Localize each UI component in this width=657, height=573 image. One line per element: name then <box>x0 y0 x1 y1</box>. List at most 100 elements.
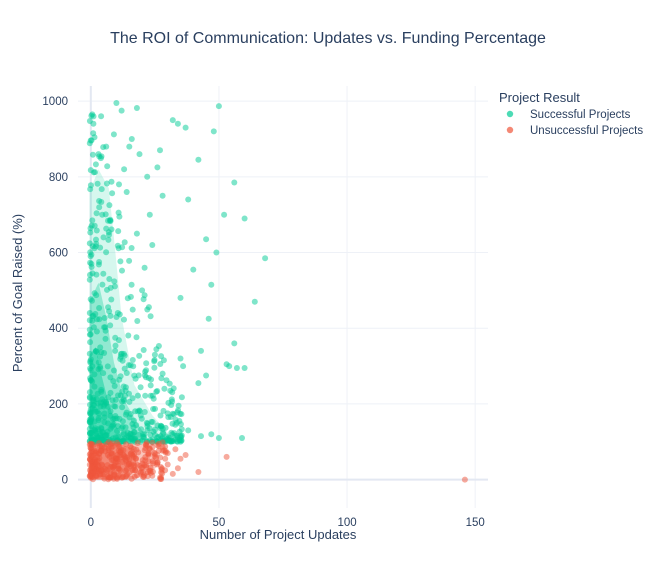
point-successful[interactable] <box>88 410 95 416</box>
point-successful[interactable] <box>104 163 111 170</box>
point-successful[interactable] <box>121 239 128 246</box>
point-successful[interactable] <box>198 433 204 440</box>
point-successful[interactable] <box>159 370 166 377</box>
point-successful[interactable] <box>151 357 158 363</box>
point-successful[interactable] <box>87 229 94 236</box>
point-unsuccessful[interactable] <box>88 453 95 460</box>
point-successful[interactable] <box>118 107 125 114</box>
point-successful[interactable] <box>164 410 171 417</box>
point-unsuccessful[interactable] <box>88 464 95 471</box>
point-successful[interactable] <box>168 437 175 444</box>
point-successful[interactable] <box>92 161 99 168</box>
point-successful[interactable] <box>138 426 145 433</box>
point-unsuccessful[interactable] <box>138 465 145 472</box>
point-successful[interactable] <box>140 296 147 303</box>
point-successful[interactable] <box>119 423 126 430</box>
point-unsuccessful[interactable] <box>93 450 100 456</box>
point-successful[interactable] <box>124 295 131 302</box>
point-unsuccessful[interactable] <box>86 472 93 479</box>
point-successful[interactable] <box>149 392 156 399</box>
point-successful[interactable] <box>87 339 94 346</box>
point-successful[interactable] <box>134 318 141 324</box>
point-successful[interactable] <box>105 217 111 224</box>
point-unsuccessful[interactable] <box>149 439 156 446</box>
point-successful[interactable] <box>93 210 100 217</box>
point-successful[interactable] <box>111 283 118 290</box>
point-successful[interactable] <box>198 347 204 354</box>
point-successful[interactable] <box>132 408 139 415</box>
point-successful[interactable] <box>89 405 96 412</box>
point-successful[interactable] <box>180 363 187 370</box>
point-unsuccessful[interactable] <box>162 467 169 474</box>
point-successful[interactable] <box>96 410 102 417</box>
point-successful[interactable] <box>210 128 217 135</box>
point-successful[interactable] <box>87 271 93 278</box>
point-successful[interactable] <box>102 335 109 342</box>
point-successful[interactable] <box>111 383 118 389</box>
point-unsuccessful[interactable] <box>141 447 148 454</box>
point-unsuccessful[interactable] <box>141 472 147 479</box>
point-successful[interactable] <box>221 211 228 218</box>
point-unsuccessful[interactable] <box>132 455 139 462</box>
point-successful[interactable] <box>177 355 184 362</box>
point-unsuccessful[interactable] <box>169 470 176 477</box>
point-unsuccessful[interactable] <box>154 459 161 466</box>
point-successful[interactable] <box>137 412 144 419</box>
point-successful[interactable] <box>160 430 167 437</box>
point-successful[interactable] <box>115 209 122 216</box>
point-successful[interactable] <box>130 363 137 370</box>
point-successful[interactable] <box>87 296 94 303</box>
point-successful[interactable] <box>175 407 182 414</box>
point-successful[interactable] <box>93 328 100 335</box>
point-successful[interactable] <box>86 331 93 338</box>
point-successful[interactable] <box>203 236 210 243</box>
point-unsuccessful[interactable] <box>157 464 164 470</box>
point-successful[interactable] <box>119 357 126 364</box>
point-successful[interactable] <box>120 431 127 438</box>
point-successful[interactable] <box>136 352 143 359</box>
point-successful[interactable] <box>98 386 105 393</box>
point-successful[interactable] <box>106 276 113 282</box>
point-unsuccessful[interactable] <box>108 444 115 451</box>
point-successful[interactable] <box>123 409 130 416</box>
point-successful[interactable] <box>86 276 93 283</box>
point-successful[interactable] <box>190 266 197 273</box>
point-successful[interactable] <box>169 410 176 417</box>
point-successful[interactable] <box>92 348 99 354</box>
point-successful[interactable] <box>86 326 93 333</box>
point-successful[interactable] <box>133 230 140 237</box>
point-successful[interactable] <box>116 311 123 318</box>
point-successful[interactable] <box>136 151 143 158</box>
point-unsuccessful[interactable] <box>119 474 125 481</box>
point-unsuccessful[interactable] <box>195 469 202 475</box>
point-successful[interactable] <box>144 173 151 180</box>
point-successful[interactable] <box>87 182 94 189</box>
point-successful[interactable] <box>91 383 98 390</box>
point-successful[interactable] <box>125 332 132 339</box>
point-unsuccessful[interactable] <box>146 467 153 474</box>
point-successful[interactable] <box>167 387 174 394</box>
point-successful[interactable] <box>157 147 163 154</box>
point-successful[interactable] <box>171 430 178 437</box>
point-successful[interactable] <box>94 180 101 187</box>
point-successful[interactable] <box>114 428 120 434</box>
point-successful[interactable] <box>158 353 165 360</box>
point-successful[interactable] <box>95 151 102 158</box>
point-successful[interactable] <box>154 164 161 171</box>
point-successful[interactable] <box>128 136 135 142</box>
point-unsuccessful[interactable] <box>104 462 111 469</box>
point-successful[interactable] <box>114 423 121 430</box>
point-unsuccessful[interactable] <box>164 450 171 457</box>
point-unsuccessful[interactable] <box>223 453 230 460</box>
point-successful[interactable] <box>205 315 212 322</box>
point-successful[interactable] <box>108 178 115 185</box>
point-successful[interactable] <box>123 189 130 195</box>
point-successful[interactable] <box>107 374 114 381</box>
point-successful[interactable] <box>98 113 105 120</box>
point-successful[interactable] <box>182 124 189 131</box>
point-successful[interactable] <box>86 350 93 357</box>
point-successful[interactable] <box>101 315 108 321</box>
point-successful[interactable] <box>91 371 98 378</box>
point-successful[interactable] <box>159 425 166 432</box>
point-successful[interactable] <box>144 420 151 427</box>
